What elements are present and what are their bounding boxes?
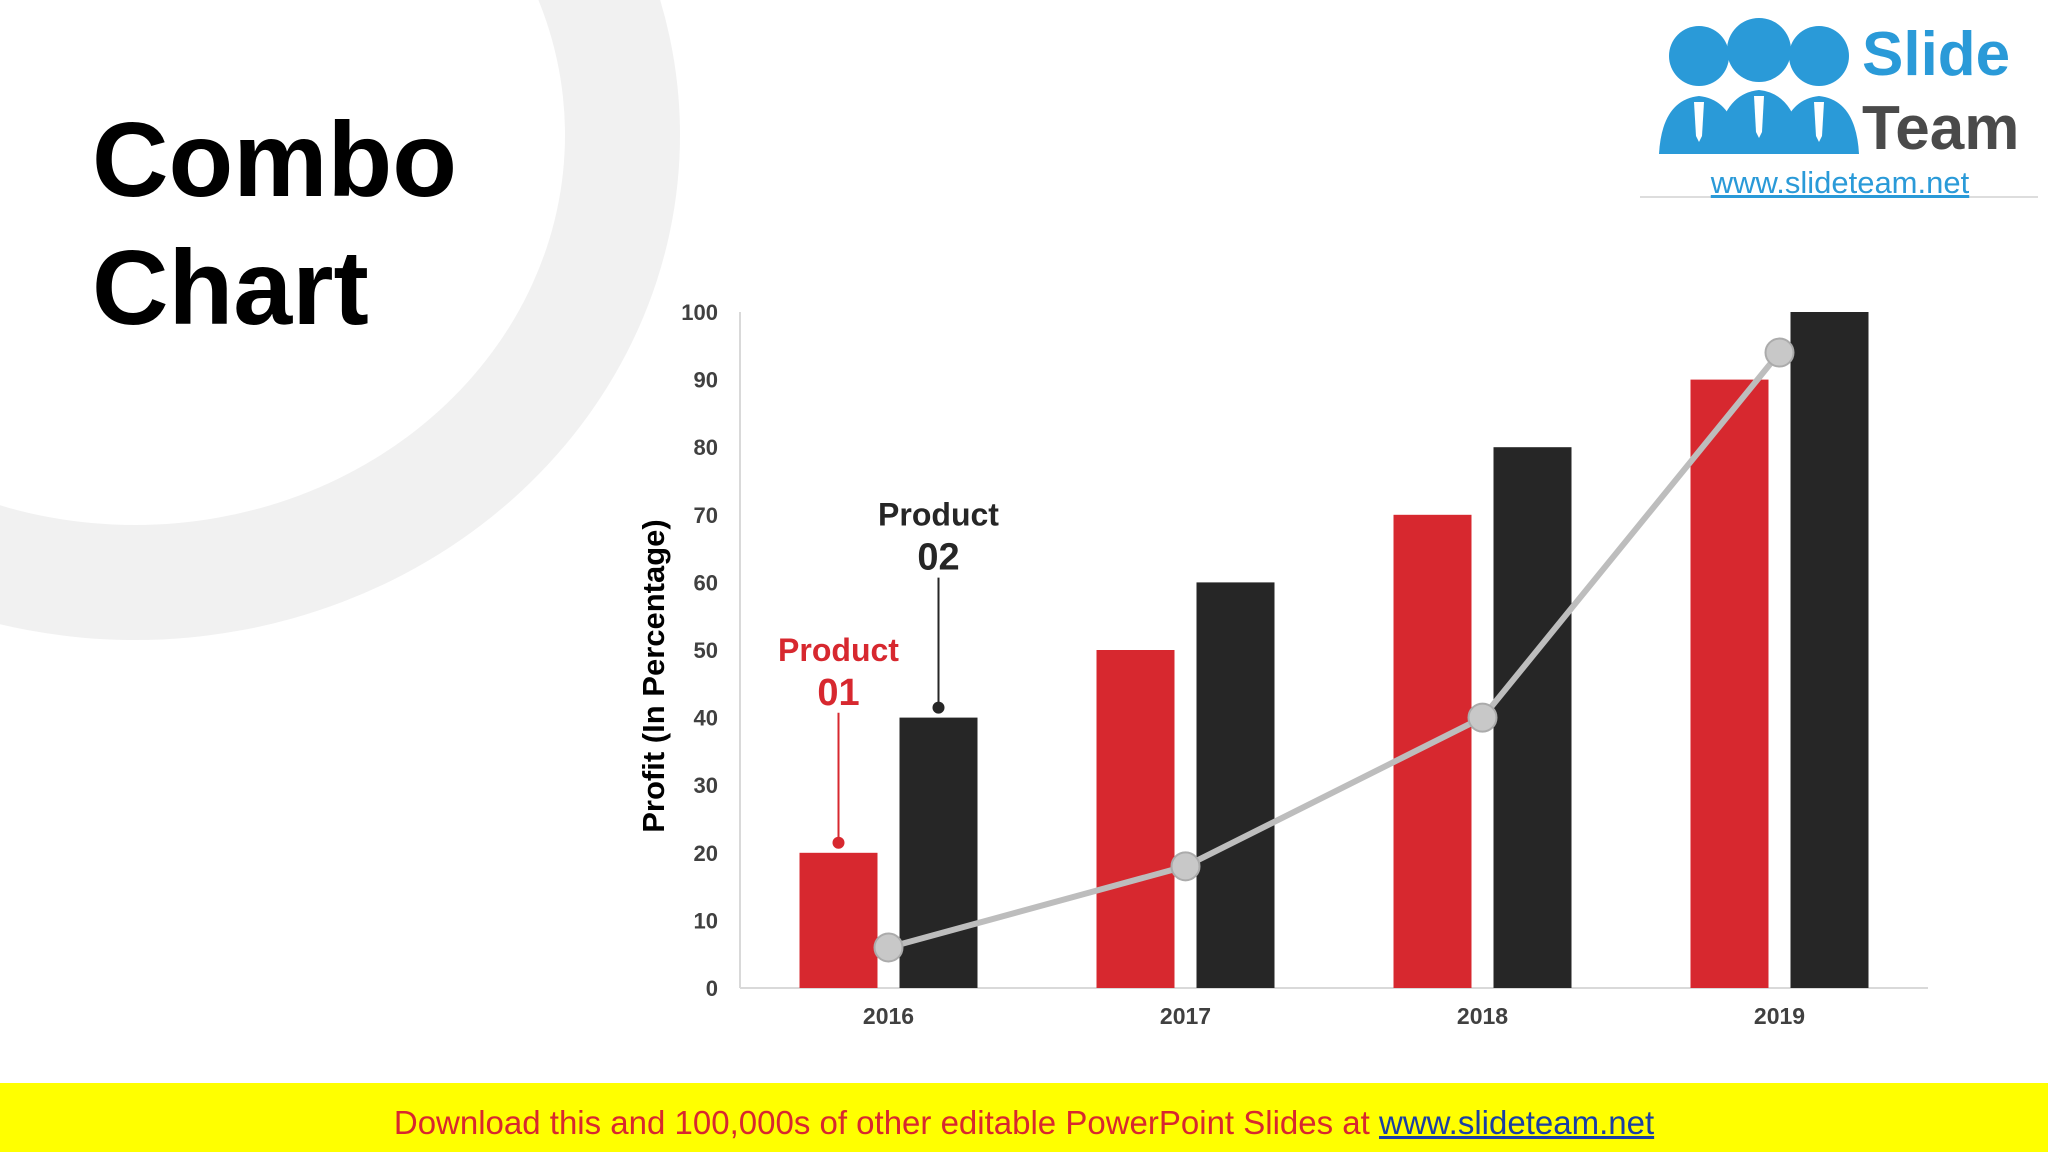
y-tick-label: 90: [694, 368, 718, 393]
bar-product-01-2019: [1690, 379, 1769, 989]
bar-product-02-2016: [899, 717, 978, 988]
annotation-label-line-1: Product: [878, 497, 999, 533]
y-tick-label: 20: [694, 841, 718, 866]
x-tick-label: 2019: [1754, 1003, 1805, 1029]
trend-point-2018: [1467, 702, 1498, 733]
chart-labels: Product 01 Product 02: [778, 497, 999, 849]
y-tick-label: 70: [694, 503, 718, 528]
trend-line: [887, 350, 1782, 951]
x-tick-label: 2016: [863, 1003, 914, 1029]
bar-product-01-2018: [1393, 514, 1472, 988]
y-tick-label: 40: [694, 706, 718, 731]
page-title-line-2: Chart: [92, 229, 369, 347]
annotation-label-line-2: 02: [917, 537, 959, 579]
y-axis-title: Profit (In Percentage): [636, 519, 671, 833]
y-tick-label: 10: [694, 908, 718, 933]
bar-product-02-2019: [1790, 312, 1869, 988]
logo-text-slide: Slide: [1862, 20, 2011, 89]
annotation-label-line-1: Product: [778, 632, 899, 668]
x-tick-label: 2018: [1457, 1003, 1508, 1029]
banner-text: Download this and 100,000s of other edit…: [393, 1104, 1379, 1141]
annotation-label-line-2: 01: [817, 672, 859, 714]
trend-point-2016: [873, 932, 904, 963]
bar-product-02-2017: [1196, 582, 1275, 988]
y-tick-label: 30: [694, 773, 718, 798]
y-tick-label: 50: [694, 638, 718, 663]
annotation-dot: [932, 701, 945, 714]
bar-product-01-2016: [799, 852, 878, 988]
slideteam-logo[interactable]: Slide Team www.slideteam.net: [1640, 6, 2038, 200]
bar-product-01-2017: [1096, 650, 1175, 988]
y-tick-label: 100: [681, 300, 718, 325]
download-banner: Download this and 100,000s of other edit…: [0, 1083, 2048, 1152]
trend-line-group: [873, 337, 1795, 963]
annotation-dot: [832, 836, 845, 849]
x-tick-label: 2017: [1160, 1003, 1211, 1029]
banner-link[interactable]: www.slideteam.net: [1379, 1104, 1655, 1141]
chart-bars: [799, 312, 1869, 989]
people-icon: [1659, 18, 1859, 154]
page-title-line-1: Combo: [92, 101, 458, 219]
page-title: Combo Chart: [92, 96, 457, 352]
y-tick-label: 0: [706, 976, 718, 1001]
trend-point-2019: [1764, 337, 1795, 368]
y-tick-label: 80: [694, 435, 718, 460]
trend-point-2017: [1170, 851, 1201, 882]
logo-url-link[interactable]: www.slideteam.net: [1710, 165, 1970, 200]
bar-product-02-2018: [1493, 447, 1572, 988]
y-tick-label: 60: [694, 570, 718, 595]
logo-text-team: Team: [1862, 94, 2020, 163]
